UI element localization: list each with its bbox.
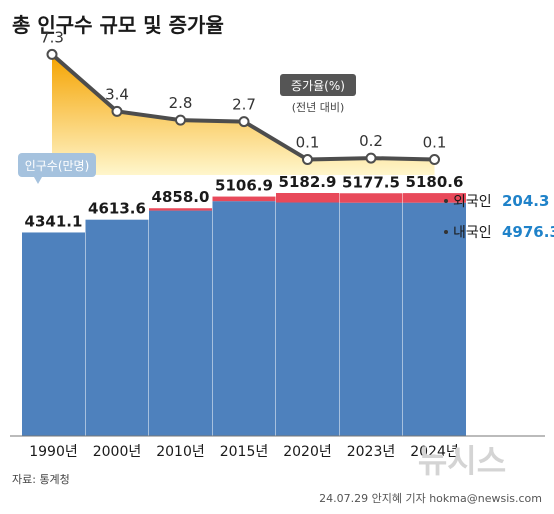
- bar-total-label-1: 4613.6: [88, 200, 146, 218]
- bar-domestic-3: [212, 201, 276, 436]
- growth-point-1: [111, 105, 123, 117]
- legend-domestic-value: 4976.3: [502, 223, 554, 241]
- growth-point-0: [46, 48, 58, 60]
- bar-total-label-5: 5177.5: [342, 173, 400, 191]
- bar-domestic-5: [339, 202, 403, 436]
- legend-domestic-label: 내국인: [453, 225, 492, 241]
- growth-point-3: [238, 116, 250, 128]
- category-label-0: 1990년: [29, 444, 78, 460]
- bar-domestic-0: [22, 232, 85, 436]
- bar-foreign-4: [276, 193, 339, 203]
- bar-total-label-6: 5180.6: [406, 173, 464, 191]
- growth-label-0: 7.3: [40, 28, 64, 46]
- bar-total-label-2: 4858.0: [152, 188, 210, 206]
- growth-area: [52, 54, 435, 175]
- bar-total-label-0: 4341.1: [25, 212, 83, 230]
- growth-point-6: [429, 154, 440, 166]
- category-label-6: 2024년: [410, 444, 459, 460]
- growth-rate-sub: (전년 대비): [292, 101, 345, 114]
- category-label-5: 2023년: [347, 444, 396, 460]
- legend-foreign-label: 외국인: [453, 194, 492, 210]
- unit-badge: 인구수(만명): [18, 153, 96, 184]
- category-label-4: 2020년: [283, 444, 332, 460]
- growth-label-4: 0.1: [296, 134, 320, 152]
- growth-rate-badge: 증가율(%) (전년 대비): [280, 74, 356, 114]
- legend-domestic-dot: [444, 230, 448, 234]
- growth-label-1: 3.4: [105, 85, 129, 103]
- bar-domestic-1: [85, 219, 149, 436]
- chart-title: 총 인구수 규모 및 증가율: [12, 13, 224, 37]
- legend: 외국인 204.3 내국인 4976.3: [444, 192, 554, 241]
- bar-total-label-3: 5106.9: [215, 177, 273, 195]
- source-text: 자료: 통계청: [12, 473, 70, 486]
- unit-badge-text: 인구수(만명): [25, 159, 90, 173]
- growth-area-layer: [52, 54, 435, 175]
- category-label-3: 2015년: [220, 444, 269, 460]
- growth-rate-badge-text: 증가율(%): [291, 79, 345, 93]
- growth-point-2: [175, 114, 186, 126]
- bar-domestic-2: [149, 210, 212, 436]
- growth-point-4: [302, 154, 313, 166]
- growth-line-layer: 7.3 3.4 2.8 2.7 0.1 0.2 0.1: [40, 28, 447, 166]
- category-label-2: 2010년: [156, 444, 205, 460]
- bar-foreign-2: [149, 208, 212, 211]
- watermark-logo: 뉴시스: [418, 442, 506, 480]
- labels-layer: 4341.1 1990년 4613.6 2000년 4858.0 2010년 5106.9 2…: [25, 173, 464, 460]
- legend-foreign-value: 204.3: [502, 192, 549, 210]
- bars-layer: [22, 193, 466, 436]
- unit-badge-bg: [18, 153, 96, 177]
- bar-foreign-6: [403, 193, 466, 203]
- category-label-1: 2000년: [93, 444, 142, 460]
- bar-foreign-3: [212, 196, 276, 202]
- growth-label-3: 2.7: [232, 96, 256, 114]
- bar-total-label-4: 5182.9: [279, 173, 337, 191]
- bar-foreign-5: [339, 193, 403, 203]
- growth-label-6: 0.1: [423, 134, 447, 152]
- growth-point-5: [365, 152, 377, 164]
- bar-domestic-4: [276, 202, 339, 436]
- growth-label-2: 2.8: [169, 94, 193, 112]
- growth-rate-badge-bg: [280, 74, 356, 96]
- growth-label-5: 0.2: [359, 132, 383, 150]
- unit-badge-pointer: [34, 177, 42, 184]
- legend-foreign-dot: [444, 199, 448, 203]
- bar-domestic-6: [403, 202, 466, 436]
- credit-text: 24.07.29 안지혜 기자 hokma@newsis.com: [319, 492, 542, 505]
